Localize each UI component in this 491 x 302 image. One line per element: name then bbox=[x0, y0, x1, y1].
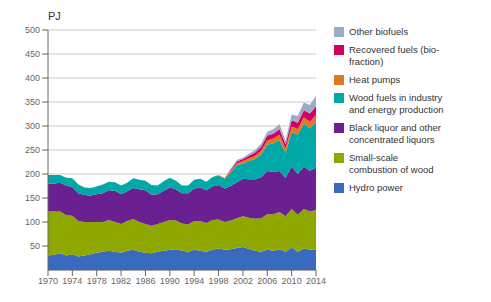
svg-text:1982: 1982 bbox=[111, 276, 131, 286]
html-text:Hydro power: Hydro power bbox=[349, 182, 403, 193]
svg-text:1974: 1974 bbox=[62, 276, 82, 286]
svg-text:1998: 1998 bbox=[209, 276, 229, 286]
html-text:Heat pumps: Heat pumps bbox=[349, 74, 401, 85]
svg-text:1986: 1986 bbox=[135, 276, 155, 286]
html-text:PJ: PJ bbox=[48, 10, 61, 22]
svg-text:1994: 1994 bbox=[184, 276, 204, 286]
svg-text:100: 100 bbox=[25, 217, 40, 227]
svg-text:350: 350 bbox=[25, 97, 40, 107]
html-text:Black liquor and other concent: Black liquor and other concentrated liqu… bbox=[349, 122, 441, 145]
html-text:Other biofuels: Other biofuels bbox=[349, 26, 409, 37]
svg-text:2010: 2010 bbox=[282, 276, 302, 286]
svg-text:2002: 2002 bbox=[233, 276, 253, 286]
svg-text:1990: 1990 bbox=[160, 276, 180, 286]
svg-text:1978: 1978 bbox=[87, 276, 107, 286]
svg-text:200: 200 bbox=[25, 169, 40, 179]
html-text:Recovered fuels (bio- fraction: Recovered fuels (bio- fraction) bbox=[349, 44, 440, 67]
svg-text:150: 150 bbox=[25, 193, 40, 203]
svg-text:2006: 2006 bbox=[257, 276, 277, 286]
svg-text:500: 500 bbox=[25, 25, 40, 35]
html-text:Small-scale combustion of wood: Small-scale combustion of wood bbox=[349, 152, 434, 175]
svg-text:400: 400 bbox=[25, 73, 40, 83]
svg-text:2014: 2014 bbox=[306, 276, 326, 286]
svg-text:1970: 1970 bbox=[38, 276, 58, 286]
svg-text:250: 250 bbox=[25, 145, 40, 155]
html-text:Wood fuels in industry and ene: Wood fuels in industry and energy produc… bbox=[349, 92, 444, 115]
svg-text:50: 50 bbox=[30, 241, 40, 251]
svg-text:450: 450 bbox=[25, 49, 40, 59]
svg-text:300: 300 bbox=[25, 121, 40, 131]
